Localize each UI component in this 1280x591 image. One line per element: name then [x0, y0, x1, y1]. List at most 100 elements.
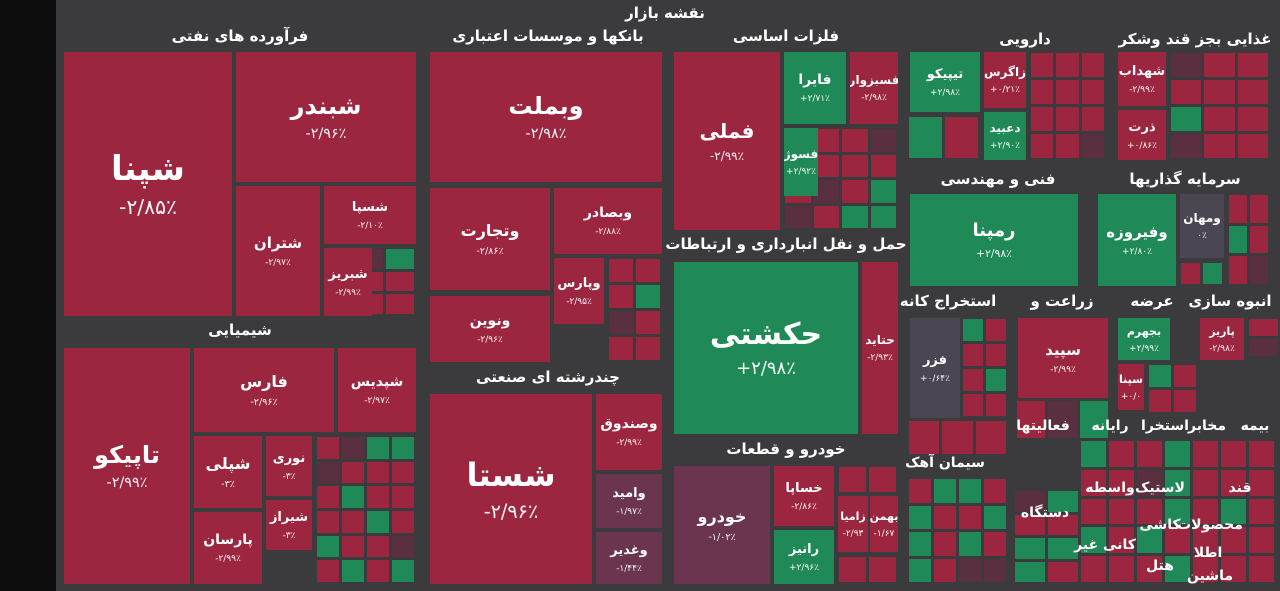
stock-name: وغدیر	[610, 542, 648, 558]
filler-tile	[1221, 527, 1246, 554]
stock-name: فزر	[922, 352, 948, 368]
stock-change: +۰/۸۶٪	[1127, 140, 1157, 151]
filler-tile	[959, 532, 981, 556]
sector-title: فنی و مهندسی	[940, 170, 1056, 188]
filler-tile	[1081, 134, 1104, 158]
filler-tile	[1031, 107, 1054, 131]
group-label: محصولات	[1177, 517, 1243, 533]
filler-tile	[870, 205, 896, 228]
filler-tile	[1203, 263, 1222, 284]
stock-tile: ونوین -۲/۹۶٪	[430, 296, 550, 362]
filler-tile	[1221, 498, 1246, 525]
stock-change: +۲/۹۹٪	[1129, 343, 1159, 354]
filler-tile	[609, 259, 633, 282]
group-label: اطلا	[1193, 545, 1223, 561]
filler-tile	[934, 532, 956, 556]
stock-change: -۱/۴۴٪	[616, 563, 642, 574]
stock-change: -۲/۸۶٪	[791, 501, 817, 512]
stock-name: پارسان	[203, 532, 253, 548]
stock-tile: وصندوق -۲/۹۹٪	[596, 394, 662, 470]
stock-name: حتاید	[865, 333, 895, 347]
filler-tile	[1249, 441, 1274, 467]
stock-tile: رمپنا +۲/۹۸٪	[910, 194, 1078, 286]
filler-tile	[317, 461, 339, 484]
filler-tile	[842, 180, 868, 203]
sector-title: سرمایه گذاریها	[1129, 170, 1241, 188]
filler-tile	[342, 560, 364, 582]
group-label: مخابر	[1188, 418, 1226, 434]
stock-tile: شتران -۲/۹۷٪	[236, 186, 320, 316]
stock-tile: شپلی -۳٪	[194, 436, 262, 508]
stock-name: شسپا	[351, 199, 389, 215]
filler-tile	[636, 259, 660, 282]
stock-tile: شپدیس -۲/۹۷٪	[338, 348, 416, 432]
filler-tile	[959, 479, 981, 503]
filler-tile	[1081, 441, 1106, 467]
sector-title: چندرشته ای صنعتی	[476, 368, 620, 386]
stock-change: -۲/۹۸٪	[1209, 343, 1235, 354]
filler-tile	[1109, 498, 1134, 525]
filler-tile	[1149, 365, 1171, 387]
stock-name: فملی	[699, 119, 755, 143]
filler-tile	[1221, 441, 1246, 467]
filler-tile	[1081, 527, 1106, 554]
stock-name: شپنا	[111, 149, 185, 189]
stock-tile: فسوژ +۲/۹۲٪	[784, 128, 818, 196]
stock-tile: شستا -۲/۹۶٪	[430, 394, 592, 584]
filler-tile	[1056, 107, 1079, 131]
filler-tile	[1056, 53, 1079, 77]
filler-tile	[1204, 107, 1235, 131]
group-label: فعالیتها	[1016, 418, 1070, 434]
stock-tile: فایرا +۲/۷۱٪	[784, 52, 846, 124]
stock-name: رمپنا	[972, 220, 1016, 241]
filler-tile	[1171, 107, 1202, 131]
stock-change: -۲/۹۳٪	[867, 353, 893, 363]
stock-tile: شهداب -۲/۹۹٪	[1118, 52, 1166, 106]
sector-title: انبوه سازی	[1188, 292, 1272, 310]
filler-tile	[839, 467, 866, 492]
stock-name: رانیز	[788, 541, 820, 557]
filler-tile	[392, 560, 414, 582]
filler-tile	[386, 249, 414, 269]
stock-tile: رانیز +۲/۹۶٪	[774, 530, 834, 584]
stock-change: -۲/۹۹٪	[616, 438, 642, 448]
stock-change: +۲/۸۰٪	[1122, 247, 1152, 257]
filler-tile	[1017, 401, 1046, 438]
filler-tile	[342, 437, 364, 459]
filler-tile	[1048, 401, 1077, 438]
filler-tile	[984, 558, 1006, 582]
filler-tile	[870, 180, 896, 203]
stock-tile: شبریز -۲/۹۹٪	[324, 248, 372, 316]
filler-tile	[317, 511, 339, 533]
filler-tile	[839, 557, 866, 582]
stock-change: -۲/۱۰٪	[357, 220, 383, 231]
filler-tile	[342, 511, 364, 533]
group-label: رایانه	[1091, 418, 1129, 434]
stock-name: زامیا	[840, 509, 866, 523]
stock-name: شبریز	[328, 266, 368, 282]
filler-tile	[1015, 514, 1045, 535]
group-label: بیمه	[1240, 418, 1270, 434]
filler-tile	[392, 486, 414, 508]
filler-tile	[392, 535, 414, 558]
filler-tile	[1048, 491, 1078, 512]
filler-tile	[1249, 339, 1278, 356]
filler-tile	[1171, 134, 1202, 158]
filler-tile	[392, 511, 414, 533]
filler-tile	[367, 437, 389, 459]
stock-name: ومهان	[1183, 211, 1221, 225]
stock-change: -۲/۹۶٪	[483, 499, 539, 523]
stock-change: -۲/۹۵٪	[566, 296, 592, 307]
stock-name: تاپیکو	[94, 441, 160, 469]
filler-tile	[869, 467, 896, 492]
stock-name: دعبید	[989, 121, 1021, 135]
stock-name: وبملت	[508, 92, 584, 120]
stock-name: فارس	[240, 372, 288, 391]
stock-name: بجهرم	[1126, 324, 1162, 338]
stock-name: وپارس	[557, 275, 601, 291]
stock-tile: بجهرم +۲/۹۹٪	[1118, 318, 1170, 360]
stock-tile: زاگرس +۰/۲۱٪	[984, 52, 1026, 108]
stock-change: +۲/۹۸٪	[736, 358, 796, 379]
filler-tile	[1165, 469, 1190, 496]
filler-tile	[1229, 256, 1247, 284]
